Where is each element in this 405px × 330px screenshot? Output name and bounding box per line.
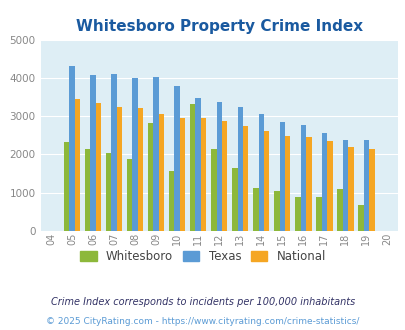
Bar	[190, 104, 195, 231]
Bar	[216, 102, 222, 231]
Bar	[284, 136, 290, 231]
Bar	[132, 78, 138, 231]
Bar	[321, 133, 326, 231]
Bar	[174, 85, 179, 231]
Bar	[357, 205, 363, 231]
Bar	[148, 123, 153, 231]
Bar	[315, 197, 321, 231]
Bar	[368, 149, 374, 231]
Bar	[168, 171, 174, 231]
Bar	[237, 107, 242, 231]
Bar	[127, 159, 132, 231]
Bar	[195, 98, 200, 231]
Bar	[64, 142, 69, 231]
Bar	[75, 99, 80, 231]
Bar	[294, 197, 300, 231]
Bar	[222, 121, 227, 231]
Bar	[85, 149, 90, 231]
Bar	[111, 75, 117, 231]
Bar	[326, 141, 332, 231]
Title: Whitesboro Property Crime Index: Whitesboro Property Crime Index	[75, 19, 362, 34]
Bar	[300, 125, 305, 231]
Bar	[305, 137, 311, 231]
Bar	[252, 188, 258, 231]
Bar	[342, 140, 347, 231]
Bar	[211, 149, 216, 231]
Text: Crime Index corresponds to incidents per 100,000 inhabitants: Crime Index corresponds to incidents per…	[51, 297, 354, 307]
Bar	[106, 153, 111, 231]
Bar	[273, 191, 279, 231]
Bar	[200, 118, 206, 231]
Bar	[242, 126, 248, 231]
Bar	[263, 131, 269, 231]
Bar	[90, 75, 96, 231]
Bar	[347, 147, 353, 231]
Bar	[363, 140, 368, 231]
Text: © 2025 CityRating.com - https://www.cityrating.com/crime-statistics/: © 2025 CityRating.com - https://www.city…	[46, 317, 359, 326]
Bar	[279, 122, 284, 231]
Bar	[232, 168, 237, 231]
Bar	[96, 103, 101, 231]
Legend: Whitesboro, Texas, National: Whitesboro, Texas, National	[75, 246, 330, 268]
Bar	[158, 114, 164, 231]
Bar	[258, 114, 263, 231]
Bar	[138, 108, 143, 231]
Bar	[153, 77, 158, 231]
Bar	[336, 189, 342, 231]
Bar	[69, 66, 75, 231]
Bar	[117, 107, 122, 231]
Bar	[179, 118, 185, 231]
